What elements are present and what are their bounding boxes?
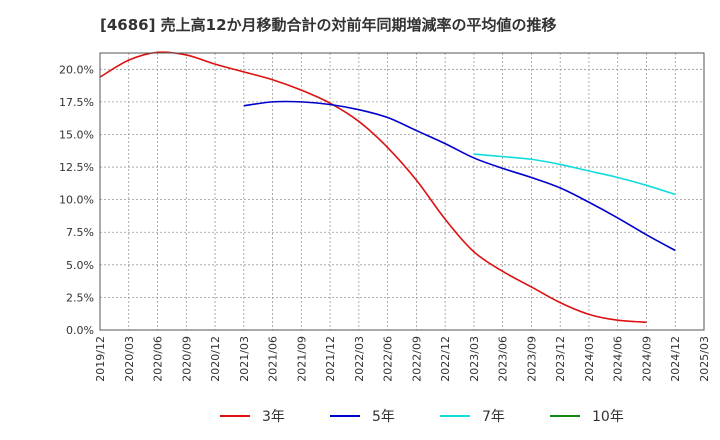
x-tick-label: 2021/12: [324, 336, 337, 382]
y-tick-label: 12.5%: [59, 161, 94, 174]
y-tick-label: 20.0%: [59, 63, 94, 76]
x-tick-label: 2025/03: [698, 336, 711, 382]
legend-label: 3年: [262, 409, 285, 425]
x-tick-label: 2023/06: [497, 336, 510, 382]
legend-item: 3年: [220, 406, 285, 426]
series-line-7年: [473, 153, 676, 196]
legend-item: 7年: [440, 406, 505, 426]
x-tick-label: 2019/12: [94, 336, 107, 382]
y-tick-label: 0.0%: [66, 324, 94, 337]
y-tick-label: 17.5%: [59, 96, 94, 109]
legend: 3年 5年 7年 10年: [0, 402, 720, 426]
legend-swatch: [220, 415, 250, 417]
x-tick-label: 2020/12: [209, 336, 222, 382]
y-tick-label: 5.0%: [66, 259, 94, 272]
x-tick-label: 2024/06: [612, 336, 625, 382]
legend-item: 10年: [550, 406, 624, 426]
x-tick-label: 2024/03: [583, 336, 596, 382]
x-tick-label: 2024/09: [640, 336, 653, 382]
x-tick-label: 2022/03: [353, 336, 366, 382]
legend-swatch: [550, 415, 580, 417]
plot-frame: [99, 52, 705, 331]
x-tick-label: 2021/09: [295, 336, 308, 382]
x-tick-label: 2023/12: [554, 336, 567, 382]
legend-label: 10年: [592, 409, 624, 425]
x-tick-labels: 2019/12 2020/03 2020/06 2020/09 2020/12 2021/…: [94, 336, 711, 382]
x-tick-label: 2024/12: [669, 336, 682, 382]
y-tick-label: 7.5%: [66, 226, 94, 239]
plot-background: [100, 53, 704, 330]
legend-swatch: [330, 415, 360, 417]
series-line-3年: [99, 51, 647, 323]
legend-label: 7年: [482, 409, 505, 425]
x-tick-label: 2023/03: [468, 336, 481, 382]
x-tick-label: 2020/09: [180, 336, 193, 382]
x-tick-label: 2022/09: [410, 336, 423, 382]
legend-label: 5年: [372, 409, 395, 425]
x-tick-label: 2020/03: [123, 336, 136, 382]
chart-title: [4686] 売上高12か月移動合計の対前年同期増減率の平均値の推移: [100, 16, 557, 34]
y-tick-label: 2.5%: [66, 291, 94, 304]
x-tick-label: 2022/12: [439, 336, 452, 382]
y-tick-label: 15.0%: [59, 128, 94, 141]
series-line-5年: [243, 100, 676, 252]
x-tick-label: 2023/09: [525, 336, 538, 382]
legend-item: 5年: [330, 406, 395, 426]
series-lines: [99, 51, 676, 323]
y-tick-labels: 0.0% 2.5% 5.0% 7.5% 10.0% 12.5% 15.0% 17.5% 20.0…: [59, 63, 94, 337]
x-tick-label: 2020/06: [152, 336, 165, 382]
x-tick-label: 2021/06: [267, 336, 280, 382]
x-tick-label: 2021/03: [238, 336, 251, 382]
x-tick-label: 2022/06: [382, 336, 395, 382]
y-tick-label: 10.0%: [59, 194, 94, 207]
legend-swatch: [440, 415, 470, 417]
